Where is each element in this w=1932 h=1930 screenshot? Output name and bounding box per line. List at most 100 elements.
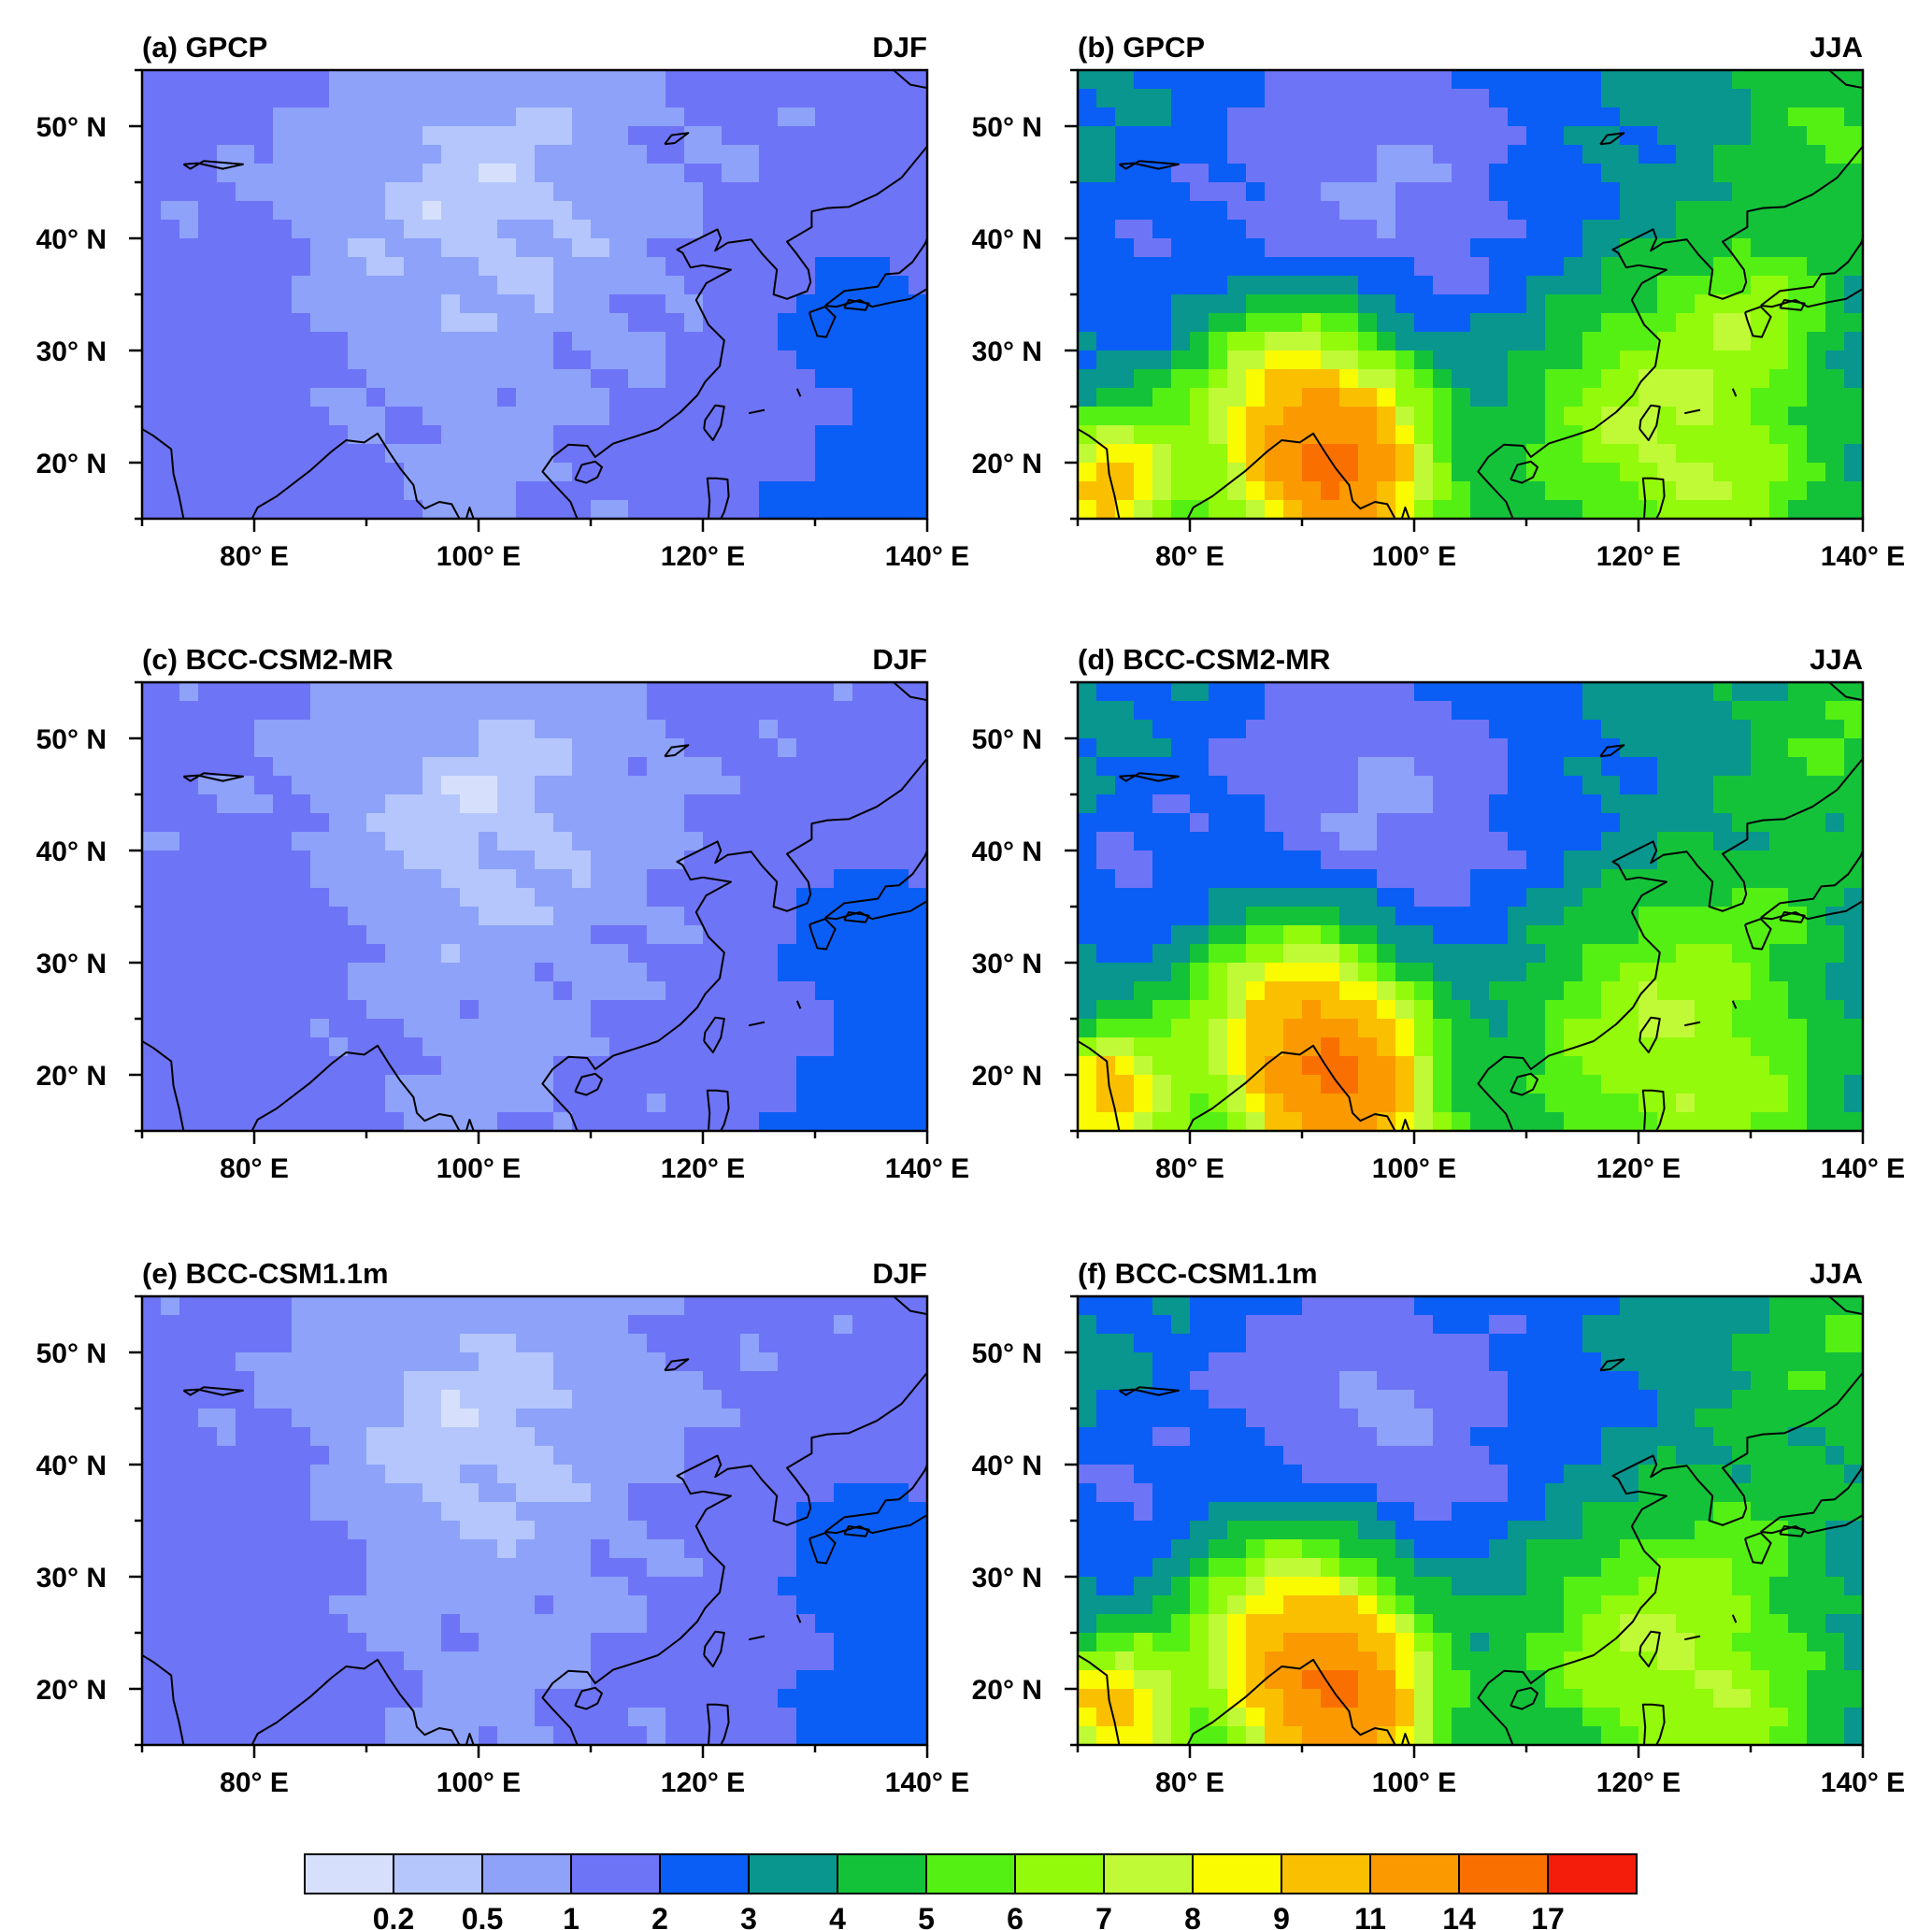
precip-cell (198, 944, 218, 964)
precip-cell (497, 220, 517, 239)
precip-cell (385, 1595, 405, 1615)
precip-cell (404, 201, 423, 221)
precip-cell (273, 832, 293, 851)
precip-cell (1713, 1000, 1733, 1020)
precip-cell (722, 164, 741, 183)
precip-cell (460, 1558, 479, 1578)
precip-cell (703, 425, 723, 445)
precip-cell (1769, 757, 1789, 777)
precip-cell (385, 1521, 405, 1540)
precip-cell (684, 888, 704, 908)
precip-cell (665, 1521, 685, 1540)
precip-cell (553, 1614, 573, 1634)
precip-cell (1302, 1019, 1322, 1038)
precip-cell (1134, 888, 1153, 908)
precip-cell (198, 1315, 218, 1335)
precip-cell (909, 794, 927, 814)
precip-cell (1395, 182, 1415, 202)
precip-cell (310, 500, 330, 519)
precip-cell (1096, 126, 1116, 146)
precip-cell (553, 1465, 573, 1484)
precip-cell (292, 1446, 311, 1465)
precip-cell (516, 1352, 536, 1372)
precip-cell (759, 201, 779, 221)
precip-cell (1601, 294, 1621, 314)
precip-cell (329, 944, 349, 964)
precip-cell (871, 145, 891, 164)
precip-cell (815, 1094, 835, 1113)
precip-cell (1489, 701, 1509, 721)
precip-cell (1620, 720, 1639, 739)
precip-cell (796, 1296, 816, 1316)
precip-cell (217, 89, 236, 108)
precip-cell (1639, 107, 1658, 127)
precip-cell (703, 500, 723, 519)
precip-cell (890, 1112, 909, 1131)
precip-cell (1115, 89, 1135, 108)
precip-cell (684, 1094, 704, 1113)
precip-cell (1545, 407, 1565, 426)
precip-cell (273, 350, 293, 370)
precip-cell (1545, 70, 1565, 90)
precip-cell (1209, 813, 1228, 833)
precip-cell (722, 1502, 741, 1522)
precip-cell (273, 1633, 293, 1652)
precip-cell (1825, 145, 1845, 164)
precip-cell (1751, 776, 1770, 795)
precip-cell (1713, 182, 1733, 202)
precip-cell (1433, 1112, 1453, 1131)
precip-cell (1283, 182, 1303, 202)
precip-cell (217, 1483, 236, 1503)
precip-cell (404, 500, 423, 519)
precip-cell (778, 369, 797, 389)
precip-cell (1265, 776, 1284, 795)
precip-cell (1339, 1056, 1359, 1076)
precip-cell (1470, 925, 1490, 945)
precip-cell (385, 407, 405, 426)
precip-cell (1676, 757, 1696, 777)
precip-cell (1339, 776, 1359, 795)
precip-cell (796, 1037, 816, 1057)
precip-cell (665, 350, 685, 370)
precip-cell (684, 332, 704, 351)
precip-cell (1582, 757, 1602, 777)
precip-cell (1620, 500, 1639, 519)
precip-cell (852, 1408, 872, 1428)
precip-cell (609, 145, 629, 164)
precip-cell (1620, 738, 1639, 758)
precip-cell (1171, 238, 1191, 258)
precip-cell (329, 463, 349, 482)
precip-cell (161, 220, 180, 239)
precip-cell (1695, 794, 1714, 814)
precip-cell (628, 1352, 648, 1372)
precip-cell (609, 1408, 629, 1428)
precip-cell (516, 776, 536, 795)
precip-cell (1433, 757, 1453, 777)
precip-cell (1321, 238, 1340, 258)
precip-cell (1489, 444, 1509, 464)
precip-cell (1769, 369, 1789, 389)
precip-cell (1395, 276, 1415, 295)
precip-cell (703, 444, 723, 464)
precip-cell (609, 1056, 629, 1076)
precip-cell (292, 481, 311, 501)
precip-cell (198, 1577, 218, 1596)
precip-cell (236, 757, 255, 777)
coastline (703, 404, 725, 441)
precip-cell (161, 481, 180, 501)
precip-cell (1489, 369, 1509, 389)
precip-cell (890, 888, 909, 908)
precip-cell (834, 145, 853, 164)
precip-cell (740, 107, 760, 127)
precip-cell (179, 794, 199, 814)
precip-cell (834, 481, 853, 501)
precip-cell (422, 1000, 442, 1020)
precip-cell (1134, 425, 1153, 445)
precip-cell (1751, 794, 1770, 814)
precip-cell (292, 238, 311, 258)
y-tick-label: 40° N (36, 836, 107, 867)
precip-cell (1807, 1000, 1826, 1020)
precip-cell (385, 1371, 405, 1391)
precip-cell (1620, 107, 1639, 127)
precip-cell (1526, 832, 1546, 851)
